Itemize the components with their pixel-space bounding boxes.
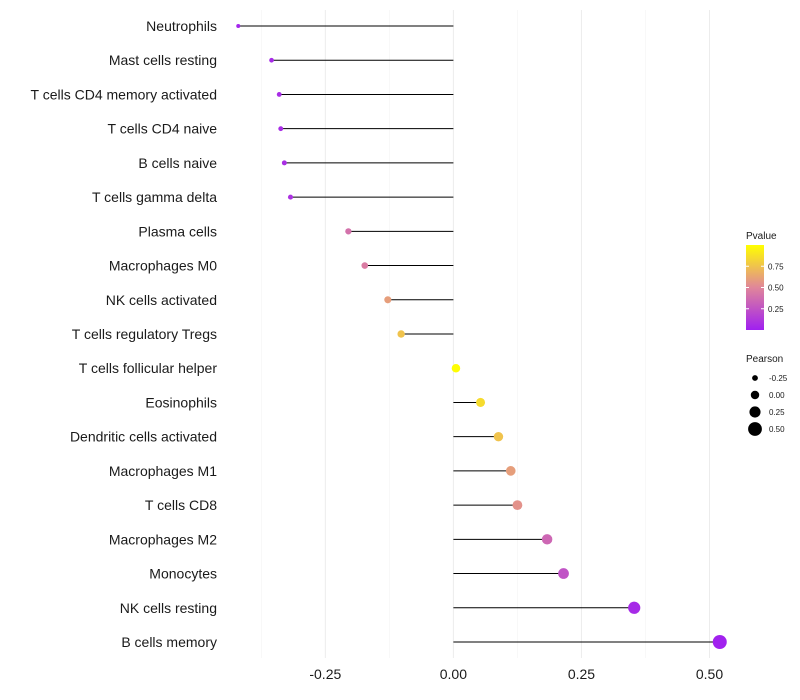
color-tick-label-0: 0.25 [768,305,784,314]
y-label-12: Dendritic cells activated [70,429,217,445]
x-tick-label-3: 0.50 [696,666,723,682]
y-label-15: Macrophages M2 [109,531,217,547]
point-17 [628,601,641,614]
y-label-1: Mast cells resting [109,52,217,68]
size-key-3 [748,422,762,436]
point-6 [345,228,352,235]
y-label-14: T cells CD8 [145,497,217,513]
y-label-0: Neutrophils [146,18,217,34]
y-label-7: Macrophages M0 [109,258,217,274]
y-label-3: T cells CD4 naive [108,121,218,137]
point-9 [397,330,405,338]
y-axis-labels: Neutrophils Mast cells resting T cells CD4… [31,18,218,650]
point-7 [361,262,369,269]
x-tick-label-2: 0.25 [568,666,595,682]
point-5 [287,194,294,200]
point-16 [558,568,569,579]
y-label-8: NK cells activated [106,292,217,308]
y-label-10: T cells follicular helper [79,360,218,376]
color-legend-bar [746,245,764,330]
size-key-label-3: 0.50 [769,425,785,434]
point-8 [384,296,392,304]
x-axis-labels: -0.25 0.00 0.25 0.50 [309,666,723,682]
point-1 [269,57,274,63]
y-label-2: T cells CD4 memory activated [31,86,217,102]
point-18 [712,635,727,649]
y-label-6: Plasma cells [138,223,217,239]
size-key-2 [749,406,761,418]
point-15 [541,534,553,545]
point-12 [493,431,504,442]
grid [260,10,711,658]
y-label-13: Macrophages M1 [109,463,217,479]
y-label-9: T cells regulatory Tregs [72,326,217,342]
point-3 [278,126,284,132]
size-legend: Pearson -0.25 0.00 0.25 0.50 [746,354,788,436]
point-13 [505,466,516,476]
color-tick-label-2: 0.75 [768,262,784,271]
size-key-0 [752,375,758,381]
size-legend-title: Pearson [746,354,783,365]
y-label-16: Monocytes [149,566,217,582]
y-label-17: NK cells resting [120,600,217,616]
y-label-18: B cells memory [121,634,217,650]
color-legend: Pvalue 0.25 0.50 0.75 [746,231,784,330]
size-key-label-2: 0.25 [769,408,785,417]
size-key-label-1: 0.00 [769,391,785,400]
point-11 [476,397,486,407]
point-4 [281,160,287,166]
y-label-5: T cells gamma delta [92,189,217,205]
point-0 [236,24,241,28]
points [236,24,727,649]
x-tick-label-0: -0.25 [309,666,341,682]
x-tick-label-1: 0.00 [440,666,467,682]
color-tick-label-1: 0.50 [768,284,784,293]
point-10 [451,363,461,373]
color-legend-title: Pvalue [746,231,777,242]
y-label-4: B cells naive [138,155,217,171]
y-label-11: Eosinophils [145,394,217,410]
size-key-label-0: -0.25 [769,374,788,383]
point-14 [512,500,523,511]
size-key-1 [750,390,760,400]
point-2 [276,92,282,97]
stems [238,25,720,643]
